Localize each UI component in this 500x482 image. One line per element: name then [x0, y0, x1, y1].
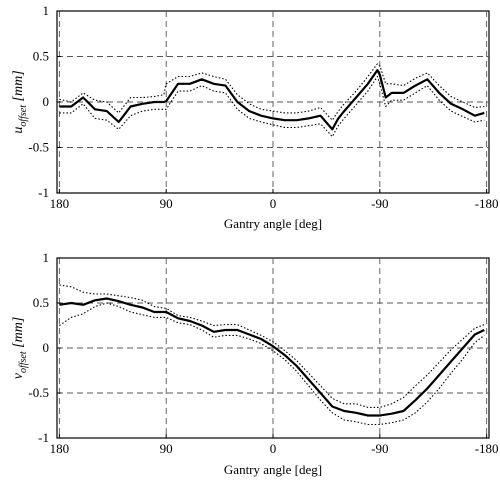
y-axis-label-sub: offset: [18, 351, 29, 373]
y-tick-label: 0: [43, 94, 50, 109]
x-axis-label: Gantry angle [deg]: [224, 462, 322, 477]
y-tick-label: 0.5: [33, 295, 49, 310]
y-axis-label-main: v: [11, 372, 26, 379]
y-tick-label: 1: [43, 3, 50, 18]
x-tick-label: 180: [50, 196, 70, 211]
x-tick-label: 90: [160, 196, 173, 211]
y-tick-label: -1: [38, 185, 49, 200]
y-tick-label: -1: [38, 430, 49, 445]
y-axis-label-unit: [mm]: [11, 70, 26, 105]
x-tick-label: 90: [160, 441, 173, 456]
y-axis-label: uoffset [mm]: [11, 70, 29, 133]
chart-panel-1: 180 90 0 -90 -180 1 0.5 0 -0.5 -1 Gantry angle [de…: [11, 3, 499, 231]
series-line-2: [59, 284, 485, 408]
x-axis-label: Gantry angle [deg]: [224, 216, 322, 231]
y-axis-label-sub: offset: [18, 105, 29, 127]
x-tick-label: 180: [50, 441, 70, 456]
chart-panel-2: 180 90 0 -90 -180 1 0.5 0 -0.5 -1 Gantry angle [de…: [11, 250, 499, 477]
x-tick-label: 0: [270, 196, 277, 211]
y-axis-label-unit: [mm]: [11, 317, 26, 352]
x-tick-label: -90: [371, 196, 388, 211]
y-tick-label: 0: [43, 340, 50, 355]
y-tick-label: -0.5: [28, 385, 49, 400]
series-line-1: [59, 68, 485, 131]
x-tick-label: 0: [270, 441, 277, 456]
y-tick-label: 1: [43, 250, 50, 265]
x-tick-label: -90: [371, 441, 388, 456]
y-tick-label: 0.5: [33, 49, 49, 64]
series-line-3: [59, 75, 485, 138]
y-axis-label-main: u: [11, 127, 26, 134]
series-line-3: [59, 302, 485, 426]
x-tick-label: -180: [475, 441, 499, 456]
y-axis-label: voffset [mm]: [11, 317, 29, 380]
series-line-1: [59, 297, 485, 417]
series-line-2: [59, 63, 485, 121]
y-tick-label: -0.5: [28, 140, 49, 155]
x-tick-label: -180: [475, 196, 499, 211]
